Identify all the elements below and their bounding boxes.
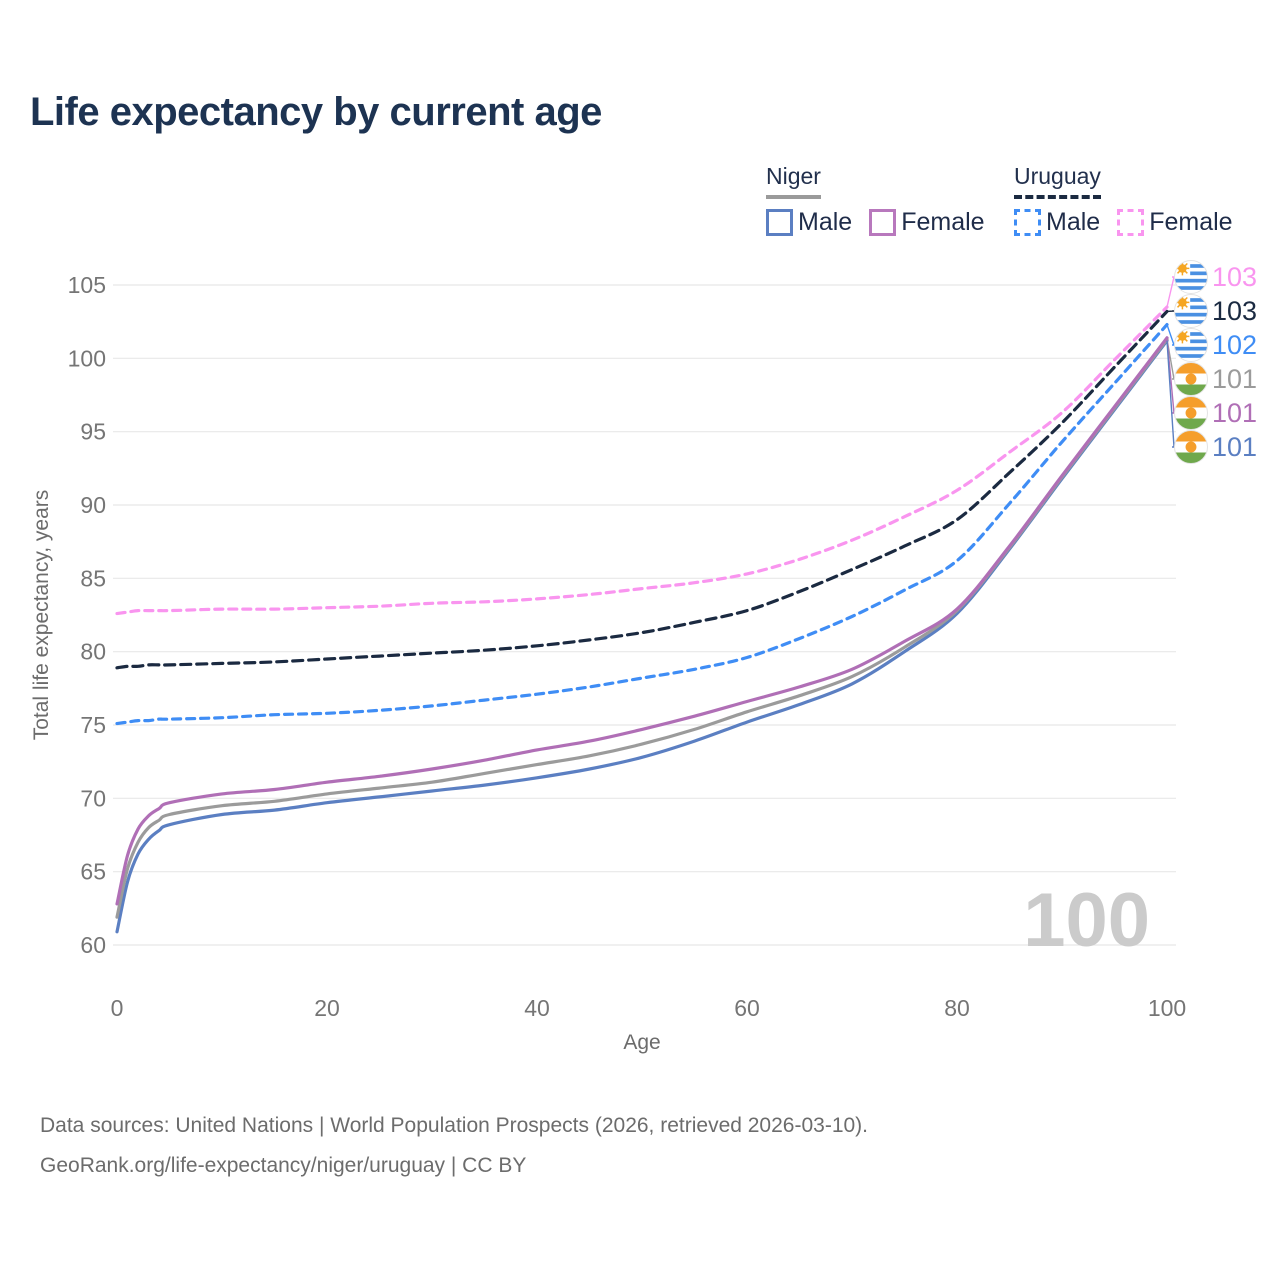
- y-axis-title: Total life expectancy, years: [30, 490, 53, 741]
- x-tick-label: 0: [111, 995, 124, 1021]
- uruguay-flag-icon: [1174, 328, 1208, 362]
- uruguay-male-swatch-icon[interactable]: [1014, 209, 1041, 236]
- x-tick-label: 20: [314, 995, 340, 1021]
- y-tick-label: 60: [80, 932, 106, 958]
- x-tick-label: 60: [734, 995, 760, 1021]
- legend-items-niger: Male Female: [766, 208, 985, 237]
- legend-country-uruguay: Uruguay: [1014, 163, 1101, 199]
- age-counter-watermark: 100: [1023, 878, 1150, 963]
- end-label-value: 103: [1212, 296, 1257, 326]
- niger-flag-icon: [1174, 396, 1208, 430]
- gridlines: [113, 284, 1176, 946]
- end-label-niger-female: 101: [1174, 396, 1257, 430]
- end-label-uruguay: 103: [1174, 294, 1257, 328]
- end-label-uruguay-female: 103: [1174, 260, 1257, 294]
- legend-group-uruguay: Uruguay Male Female: [1014, 163, 1233, 237]
- y-tick-label: 100: [68, 345, 106, 371]
- legend-group-niger: Niger Male Female: [766, 163, 985, 237]
- niger-flag-icon: [1174, 362, 1208, 396]
- end-label-value: 101: [1212, 432, 1257, 462]
- end-label-value: 101: [1212, 364, 1257, 394]
- end-label-niger: 101: [1174, 362, 1257, 396]
- y-tick-label: 75: [80, 712, 106, 738]
- x-axis-title: Age: [623, 1031, 660, 1054]
- legend-item-uruguay-female[interactable]: Female: [1117, 208, 1233, 237]
- y-tick-label: 90: [80, 492, 106, 518]
- y-tick-label: 85: [80, 565, 106, 591]
- series-line-niger-male[interactable]: [115, 339, 1169, 934]
- legend-label-uruguay-male: Male: [1046, 208, 1101, 236]
- legend-country-niger: Niger: [766, 163, 821, 199]
- niger-male-swatch-icon[interactable]: [766, 209, 793, 236]
- legend-item-niger-male[interactable]: Male: [766, 208, 852, 237]
- end-label-value: 102: [1212, 330, 1257, 360]
- uruguay-flag-icon: [1174, 260, 1208, 294]
- footer-credits: Data sources: United Nations | World Pop…: [40, 1106, 868, 1186]
- y-tick-label: 65: [80, 859, 106, 885]
- uruguay-flag-icon: [1174, 294, 1208, 328]
- series-line-uruguay[interactable]: [115, 309, 1169, 670]
- x-tick-label: 100: [1148, 995, 1186, 1021]
- end-label-leader: [1166, 276, 1175, 308]
- footer-url: GeoRank.org/life-expectancy/niger/urugua…: [40, 1154, 527, 1177]
- y-tick-label: 70: [80, 785, 106, 811]
- series-line-uruguay-female[interactable]: [115, 305, 1169, 616]
- legend-item-niger-female[interactable]: Female: [869, 208, 985, 237]
- niger-flag-icon: [1174, 430, 1208, 464]
- legend-label-niger-male: Male: [798, 208, 853, 236]
- end-label-value: 103: [1212, 262, 1257, 292]
- end-label-uruguay-male: 102: [1174, 328, 1257, 362]
- y-tick-label: 95: [80, 419, 106, 445]
- uruguay-female-swatch-icon[interactable]: [1117, 209, 1145, 236]
- y-tick-label: 80: [80, 639, 106, 665]
- page-title: Life expectancy by current age: [30, 90, 602, 134]
- niger-female-swatch-icon[interactable]: [869, 209, 897, 236]
- y-tick-label: 105: [68, 272, 106, 298]
- series-line-niger[interactable]: [115, 337, 1169, 919]
- footer-data-sources: Data sources: United Nations | World Pop…: [40, 1114, 869, 1137]
- end-label-niger-male: 101: [1174, 430, 1257, 464]
- x-tick-label: 40: [524, 995, 550, 1021]
- legend-items-uruguay: Male Female: [1014, 208, 1233, 237]
- series-line-niger-female[interactable]: [115, 336, 1169, 906]
- legend-label-uruguay-female: Female: [1149, 208, 1233, 236]
- legend-label-niger-female: Female: [901, 208, 985, 236]
- legend-item-uruguay-male[interactable]: Male: [1014, 208, 1100, 237]
- x-tick-label: 80: [944, 995, 970, 1021]
- end-label-value: 101: [1212, 398, 1257, 428]
- chart-canvas: 100 60 65 70 75 80 85 90 95 100 105 0 20 40 60 80 100 Age…: [30, 260, 1257, 1054]
- series-line-uruguay-male[interactable]: [115, 323, 1169, 726]
